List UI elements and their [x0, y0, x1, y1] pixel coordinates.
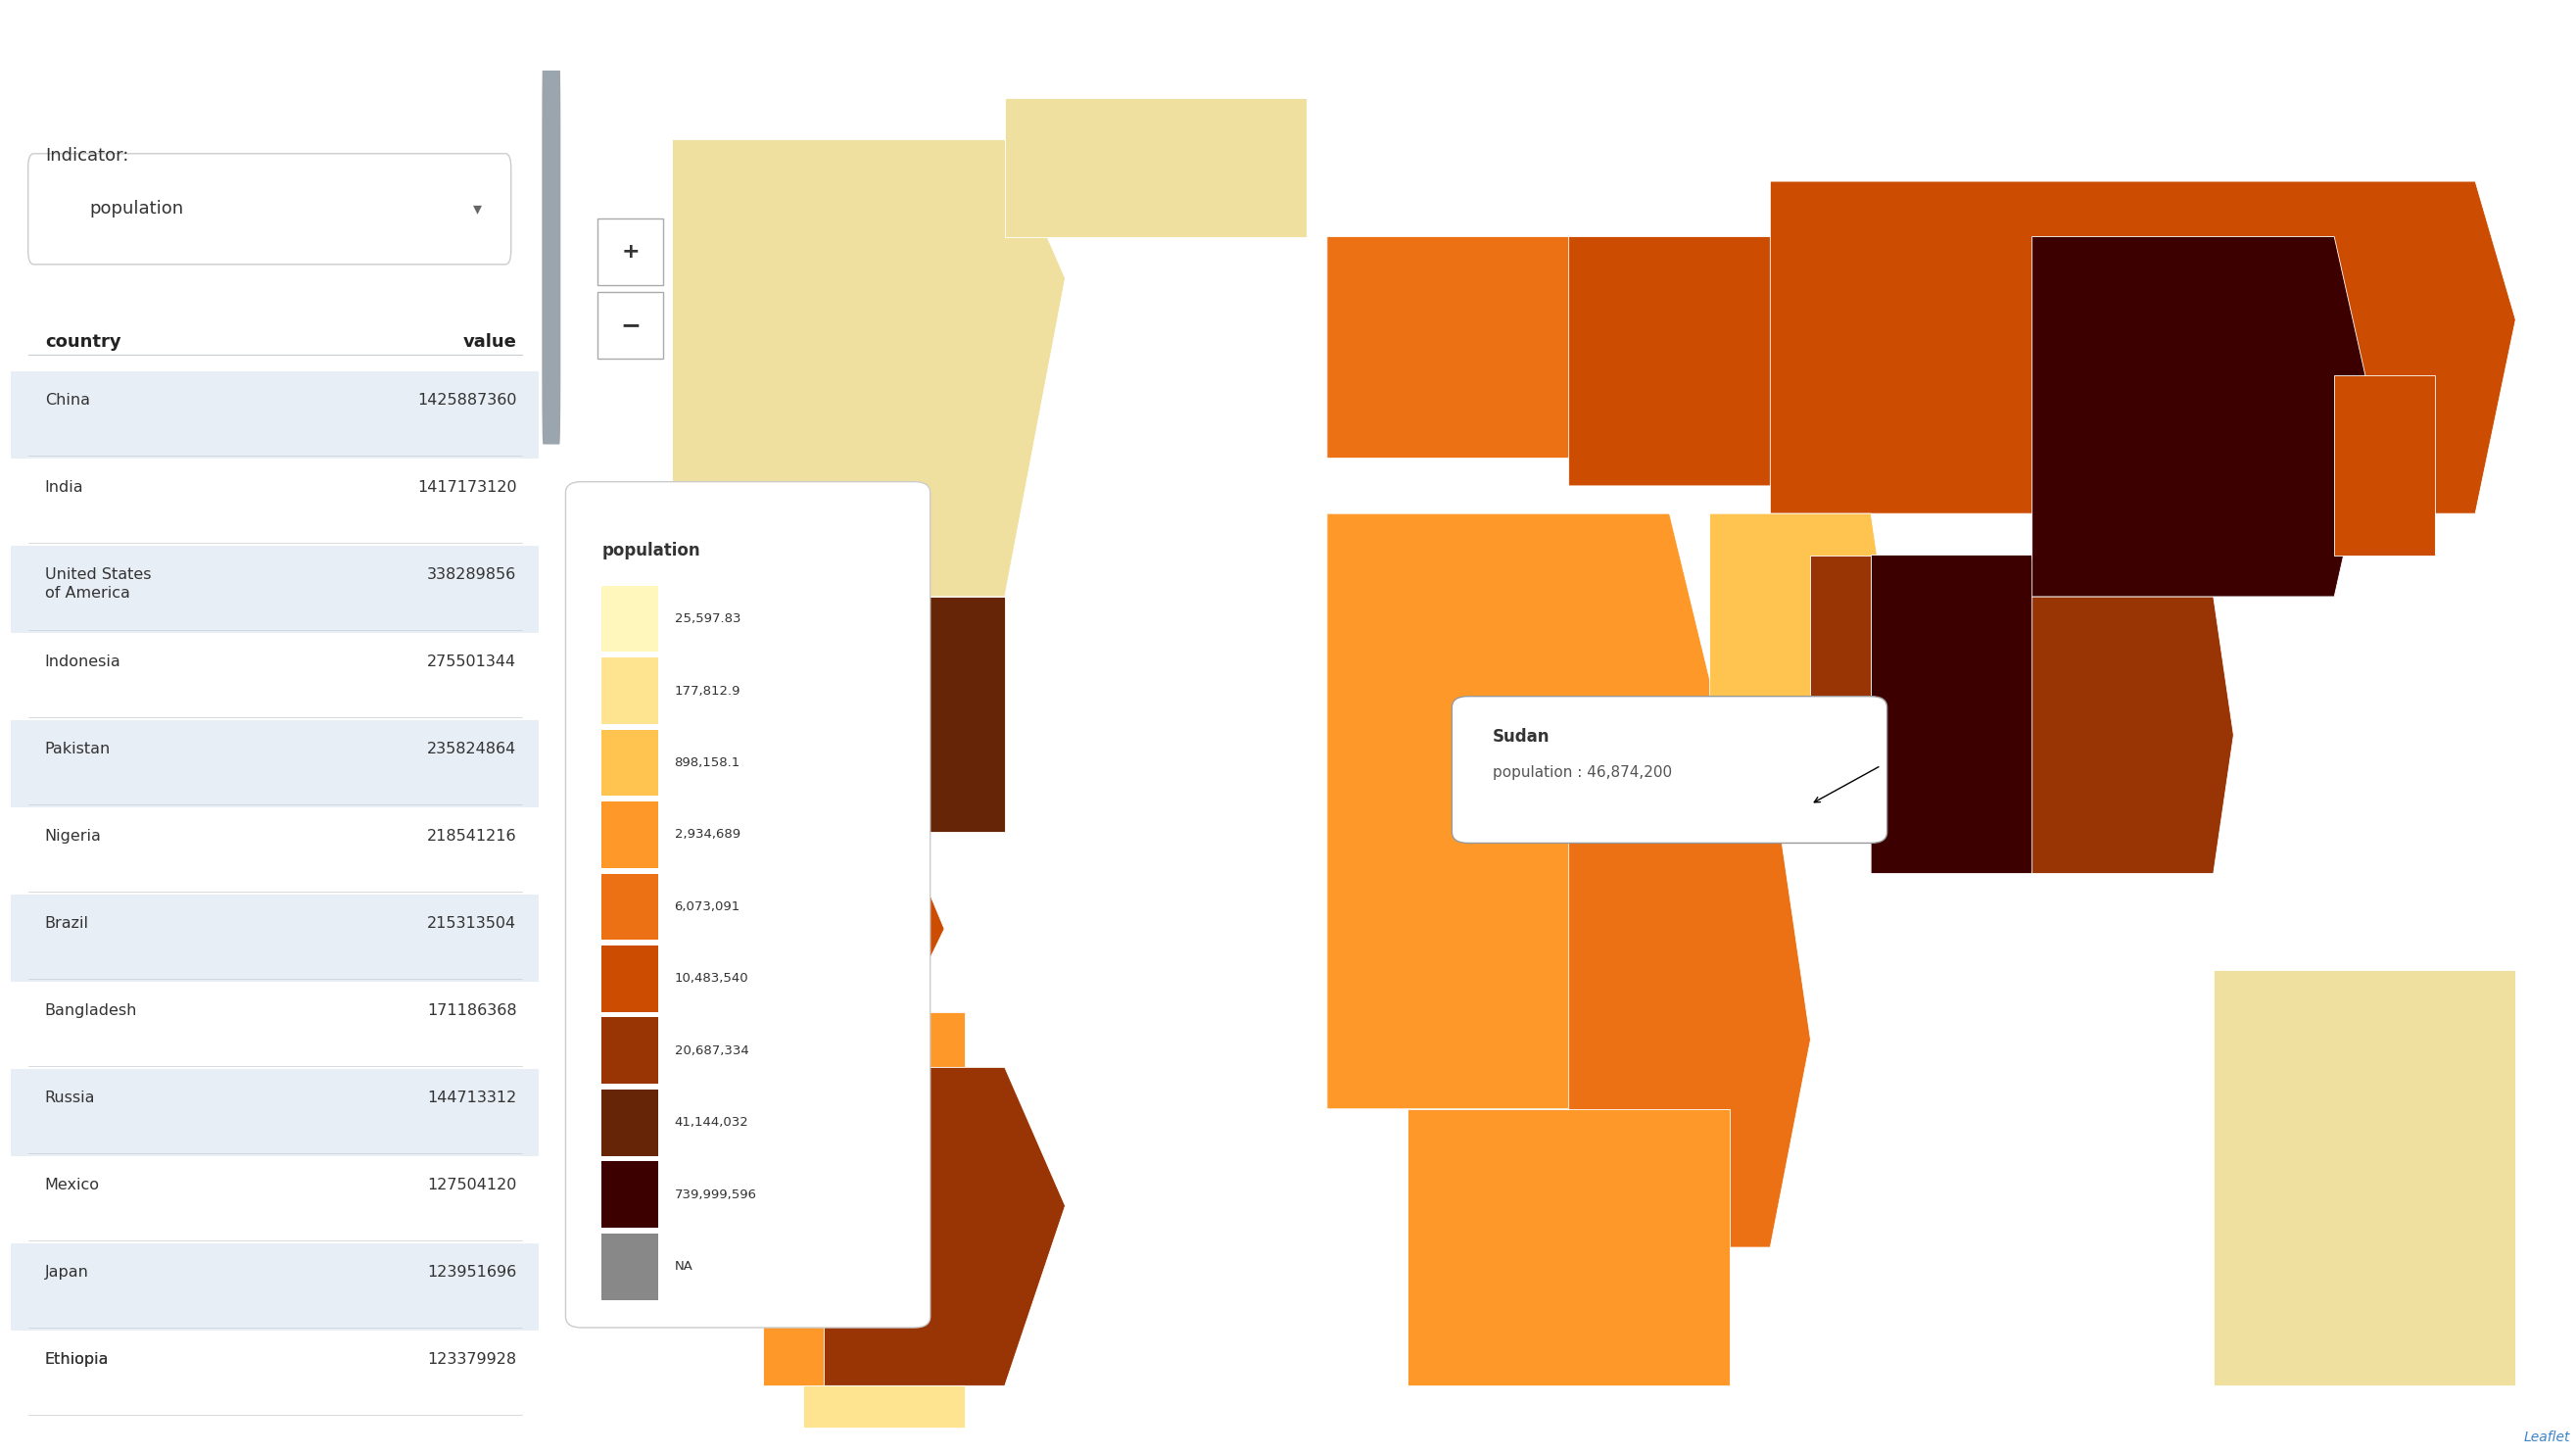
FancyBboxPatch shape — [598, 218, 662, 285]
Text: Indonesia: Indonesia — [44, 655, 121, 669]
Bar — [10, 1069, 538, 1155]
Text: 898,158.1: 898,158.1 — [675, 757, 739, 770]
Bar — [10, 546, 538, 633]
Text: Leaflet: Leaflet — [2524, 1430, 2571, 1443]
Text: China: China — [44, 393, 90, 407]
Text: Sudan: Sudan — [1492, 728, 1551, 746]
Polygon shape — [2032, 237, 2375, 597]
Text: Bangladesh: Bangladesh — [44, 1004, 137, 1018]
Bar — [603, 1161, 659, 1228]
FancyBboxPatch shape — [1453, 697, 1888, 842]
FancyBboxPatch shape — [541, 57, 562, 444]
Text: 177,812.9: 177,812.9 — [675, 684, 739, 697]
Text: 123951696: 123951696 — [428, 1266, 518, 1280]
Text: population: population — [603, 541, 701, 559]
Text: 41,144,032: 41,144,032 — [675, 1116, 750, 1129]
Text: 235824864: 235824864 — [428, 742, 518, 757]
Text: United States
of America: United States of America — [44, 567, 152, 601]
Polygon shape — [2032, 597, 2233, 873]
Polygon shape — [824, 1068, 1066, 1385]
Text: Brazil: Brazil — [44, 917, 90, 931]
Bar — [603, 802, 659, 869]
Polygon shape — [1811, 556, 1870, 735]
Polygon shape — [742, 832, 945, 1013]
Text: ▾: ▾ — [474, 201, 482, 218]
Text: 338289856: 338289856 — [428, 567, 518, 582]
Text: 171186368: 171186368 — [428, 1004, 518, 1018]
Text: 6,073,091: 6,073,091 — [675, 901, 739, 914]
Bar — [603, 1017, 659, 1084]
Polygon shape — [1770, 182, 2517, 514]
FancyBboxPatch shape — [598, 292, 662, 358]
Text: Japan: Japan — [44, 1266, 90, 1280]
Text: country: country — [44, 333, 121, 351]
Bar — [10, 895, 538, 982]
Text: 1417173120: 1417173120 — [417, 480, 518, 495]
Polygon shape — [2213, 970, 2517, 1385]
Polygon shape — [1005, 99, 1306, 237]
Text: 25,597.83: 25,597.83 — [675, 613, 739, 626]
Bar — [10, 371, 538, 458]
Polygon shape — [1569, 237, 1811, 486]
Polygon shape — [2334, 375, 2434, 556]
Polygon shape — [1710, 514, 1891, 790]
Bar — [603, 729, 659, 796]
Bar — [603, 1234, 659, 1299]
Text: Ethiopia: Ethiopia — [44, 1353, 108, 1368]
Text: 275501344: 275501344 — [428, 655, 518, 669]
Text: 20,687,334: 20,687,334 — [675, 1045, 750, 1058]
Text: Indicator:: Indicator: — [44, 147, 129, 164]
Text: Ethiopia: Ethiopia — [44, 1353, 108, 1368]
Bar — [603, 1090, 659, 1155]
Polygon shape — [1870, 556, 2053, 873]
Text: 127504120: 127504120 — [428, 1179, 518, 1193]
Polygon shape — [1406, 1109, 1731, 1385]
Text: 1425887360: 1425887360 — [417, 393, 518, 407]
Text: value: value — [464, 333, 518, 351]
Bar — [603, 946, 659, 1013]
Text: population : 46,874,200: population : 46,874,200 — [1492, 765, 1672, 780]
Text: NA: NA — [675, 1260, 693, 1273]
Text: India: India — [44, 480, 85, 495]
Bar — [603, 585, 659, 652]
Polygon shape — [1327, 237, 1610, 458]
Text: population: population — [90, 201, 183, 218]
Polygon shape — [762, 1247, 824, 1385]
Bar — [10, 720, 538, 808]
Polygon shape — [1569, 762, 1811, 1247]
Bar — [603, 873, 659, 940]
Bar — [10, 1243, 538, 1330]
Polygon shape — [672, 140, 1066, 597]
Text: +: + — [621, 242, 639, 262]
Text: Mexico: Mexico — [44, 1179, 100, 1193]
Polygon shape — [1327, 514, 1731, 1109]
Text: OWID Country Indicators: OWID Country Indicators — [21, 29, 438, 58]
FancyBboxPatch shape — [567, 482, 930, 1327]
Polygon shape — [804, 1385, 963, 1427]
Text: Nigeria: Nigeria — [44, 829, 100, 844]
Text: 144713312: 144713312 — [428, 1091, 518, 1106]
Polygon shape — [842, 1013, 963, 1068]
Text: 218541216: 218541216 — [428, 829, 518, 844]
Text: Russia: Russia — [44, 1091, 95, 1106]
Text: 215313504: 215313504 — [428, 917, 518, 931]
Text: Pakistan: Pakistan — [44, 742, 111, 757]
Bar — [603, 658, 659, 725]
Text: 739,999,596: 739,999,596 — [675, 1189, 757, 1200]
Text: 10,483,540: 10,483,540 — [675, 972, 750, 985]
Text: 123379928: 123379928 — [428, 1353, 518, 1368]
Polygon shape — [672, 597, 1005, 832]
FancyBboxPatch shape — [28, 154, 510, 265]
Text: −: − — [621, 313, 641, 338]
Text: 2,934,689: 2,934,689 — [675, 828, 739, 841]
